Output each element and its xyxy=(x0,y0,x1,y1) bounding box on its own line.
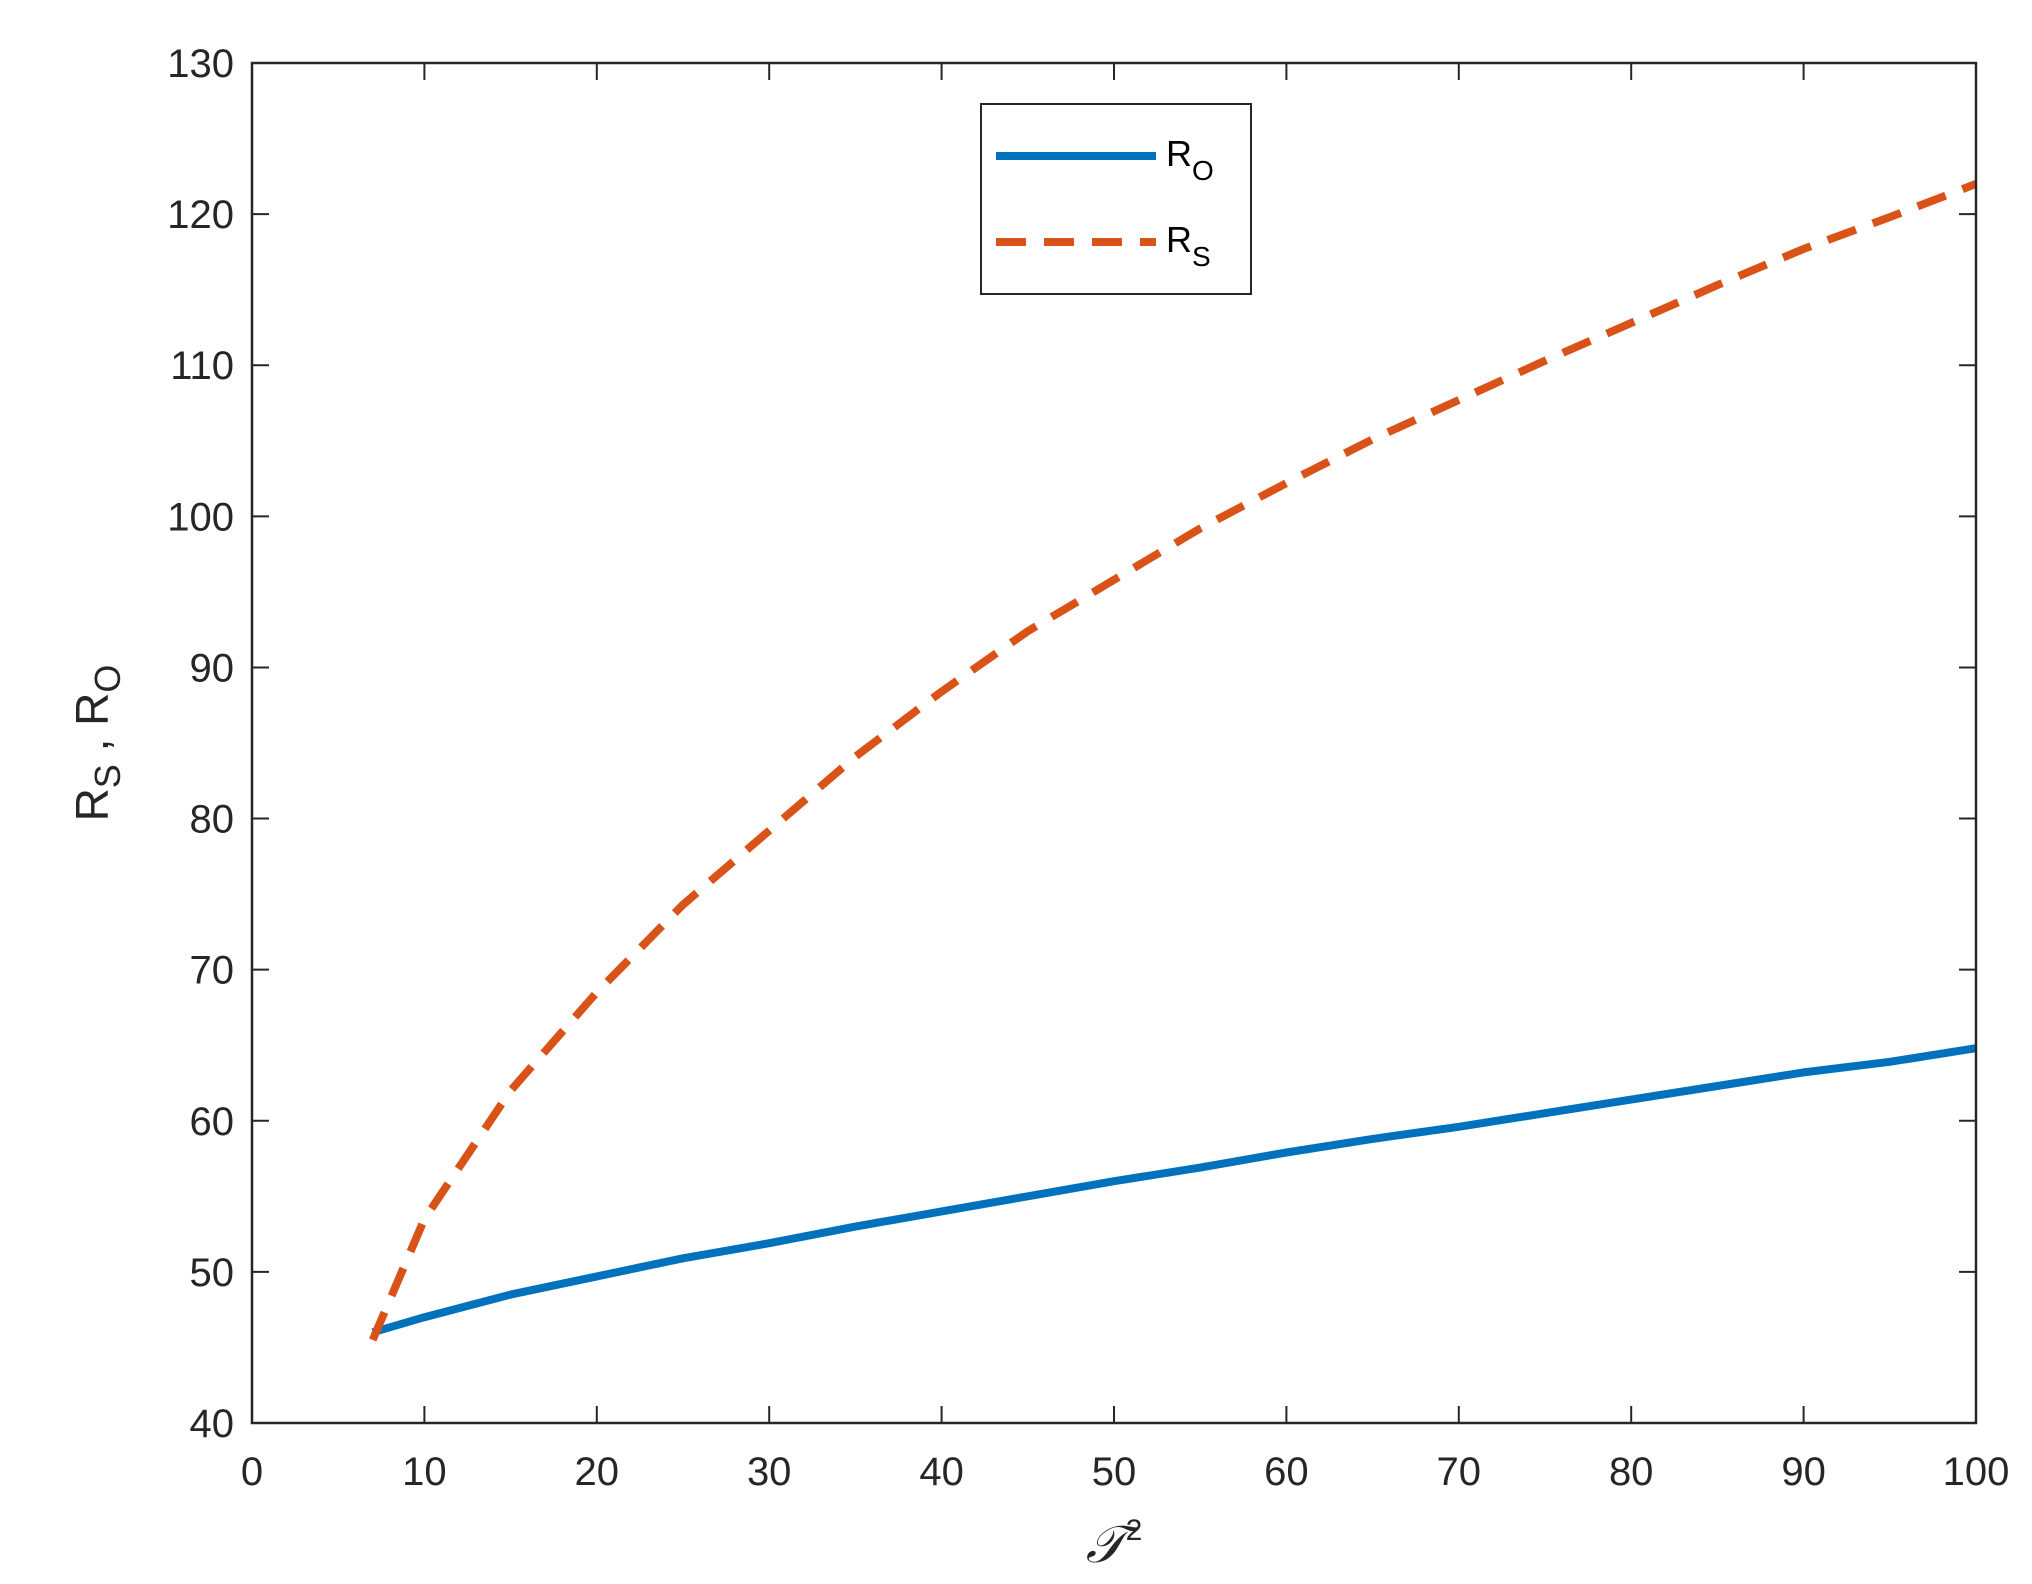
x-tick-label: 20 xyxy=(575,1450,620,1494)
axes-box xyxy=(250,61,1978,1425)
axes-frame xyxy=(250,61,1978,1425)
y-axis-title-part-1-sub: S xyxy=(87,764,128,788)
x-tick-label: 0 xyxy=(241,1450,263,1494)
x-tick-label: 70 xyxy=(1437,1450,1482,1494)
x-axis-ticks: 0 10 20 30 40 50 60 70 80 90 100 xyxy=(241,63,2010,1494)
y-axis-title-part-2-sub: O xyxy=(87,665,128,693)
y-tick-label: 70 xyxy=(190,949,235,993)
y-axis-title-part-1: R xyxy=(66,788,118,821)
x-tick-label: 40 xyxy=(919,1450,964,1494)
y-tick-label: 120 xyxy=(167,193,234,237)
y-axis-title: RS , RO xyxy=(66,665,128,822)
legend-label-ro: RO xyxy=(1166,133,1214,186)
y-tick-label: 50 xyxy=(190,1251,235,1295)
y-tick-label: 130 xyxy=(167,42,234,86)
y-tick-label: 40 xyxy=(190,1402,235,1446)
y-tick-label: 110 xyxy=(170,344,234,388)
legend: RO RS xyxy=(980,103,1252,295)
y-tick-label: 80 xyxy=(190,798,235,842)
x-tick-label: 30 xyxy=(747,1450,792,1494)
x-tick-label: 60 xyxy=(1264,1450,1309,1494)
x-tick-label: 10 xyxy=(402,1450,447,1494)
series-line-ro xyxy=(371,1044,1977,1337)
x-tick-label: 90 xyxy=(1781,1450,1826,1494)
legend-box xyxy=(980,103,1252,295)
x-tick-label: 50 xyxy=(1092,1450,1137,1494)
y-tick-label: 60 xyxy=(190,1100,235,1144)
x-tick-label: 80 xyxy=(1609,1450,1654,1494)
y-tick-label: 100 xyxy=(167,495,234,539)
legend-label-rs: RS xyxy=(1166,219,1211,272)
y-axis-ticks: 40 50 60 70 80 90 100 110 120 130 xyxy=(167,42,1976,1446)
series-line-rs xyxy=(369,180,1978,1342)
x-tick-label: 100 xyxy=(1943,1450,2010,1494)
y-tick-label: 90 xyxy=(190,646,235,690)
y-axis-title-part-2: , R xyxy=(66,693,118,765)
x-axis-title-superscript: 2 xyxy=(1126,1514,1143,1547)
